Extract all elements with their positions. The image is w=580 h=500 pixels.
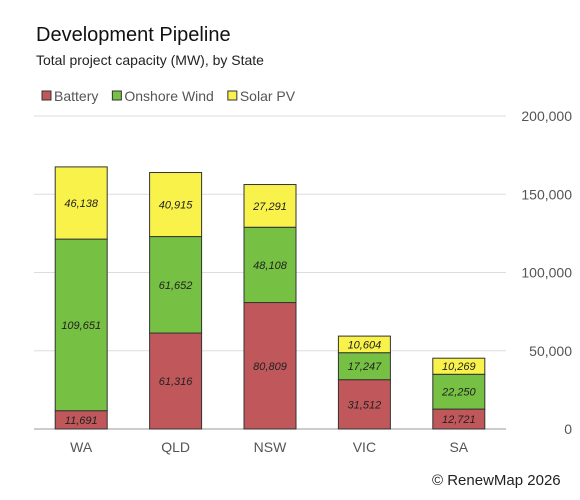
legend-label: Onshore Wind [124,88,213,104]
legend-label: Battery [54,88,98,104]
chart-subtitle: Total project capacity (MW), by State [36,52,264,68]
y-tick-label: 200,000 [521,108,572,124]
x-tick-label: QLD [161,439,190,455]
x-tick-label: VIC [353,439,376,455]
bar-segment [432,373,486,410]
bar-segment [243,226,297,304]
data-label: 109,651 [61,320,101,332]
data-label: 61,316 [159,376,194,388]
data-label: 10,604 [348,339,382,351]
x-tick-label: WA [70,439,93,455]
data-label: 61,652 [159,280,193,292]
bar-segment [54,238,108,412]
data-label: 17,247 [348,361,383,373]
data-label: 31,512 [348,399,382,411]
bar-segment [54,166,108,240]
bar-segment [243,302,297,430]
x-tick-label: SA [449,439,468,455]
data-label: 27,291 [252,201,287,213]
data-label: 10,269 [442,361,476,373]
chart-title: Development Pipeline [36,24,231,46]
copyright-footer: © RenewMap 2026 [432,472,561,489]
bar-segment [149,236,203,334]
legend-swatch [227,90,238,101]
bar-segment [149,172,203,238]
bar-segment [337,352,391,381]
x-tick-label: NSW [254,439,287,455]
y-tick-label: 0 [564,421,572,437]
data-label: 80,809 [253,361,287,373]
data-label: 11,691 [65,415,98,427]
legend-label: Solar PV [240,88,296,104]
bar-segment [149,332,203,430]
bar-segment [337,379,391,430]
data-label: 12,721 [442,414,476,426]
y-tick-label: 150,000 [521,186,572,202]
data-label: 22,250 [441,387,477,399]
bar-segment [432,357,486,375]
bar-segment [243,184,297,228]
data-label: 46,138 [64,198,99,210]
y-tick-label: 100,000 [521,265,572,281]
bar-segment [337,335,391,354]
y-tick-label: 50,000 [529,343,572,359]
data-label: 48,108 [253,260,288,272]
legend-swatch [41,90,52,101]
legend-swatch [111,90,122,101]
data-label: 40,915 [159,200,194,212]
